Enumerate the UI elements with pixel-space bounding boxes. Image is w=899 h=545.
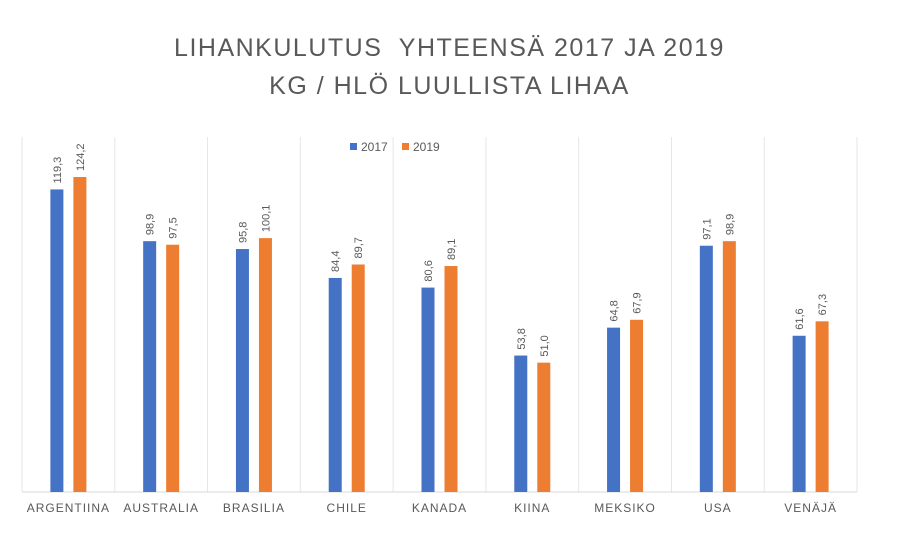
data-label: 67,3 xyxy=(817,294,829,315)
data-label: 84,4 xyxy=(330,251,342,272)
category-label: BRASILIA xyxy=(223,501,285,515)
legend-label: 2019 xyxy=(413,140,440,154)
bar-2019-venäjä xyxy=(815,321,829,492)
data-label: 89,1 xyxy=(446,239,458,260)
bar-2019-kiina xyxy=(537,362,551,492)
bar-2017-kiina xyxy=(514,355,528,492)
bar-2019-usa xyxy=(722,241,736,492)
bar-2017-argentiina xyxy=(50,189,64,492)
category-label: ARGENTIINA xyxy=(27,501,110,515)
bar-2017-australia xyxy=(143,241,157,492)
data-label: 64,8 xyxy=(609,300,621,321)
data-label: 95,8 xyxy=(237,222,249,243)
bars xyxy=(50,177,829,492)
bar-2019-kanada xyxy=(444,266,458,492)
chart-title: LIHANKULUTUS YHTEENSÄ 2017 JA 2019 xyxy=(174,34,725,62)
bar-2019-argentiina xyxy=(73,177,87,492)
category-separators xyxy=(21,137,858,492)
category-label: USA xyxy=(704,501,732,515)
data-label: 80,6 xyxy=(423,260,435,281)
category-label: KANADA xyxy=(412,501,467,515)
bar-2017-meksiko xyxy=(607,327,621,492)
data-label: 97,5 xyxy=(168,217,180,238)
category-label: MEKSIKO xyxy=(594,501,656,515)
data-label: 67,9 xyxy=(632,292,644,313)
data-label: 61,6 xyxy=(794,308,806,329)
bar-2017-venäjä xyxy=(792,335,806,492)
category-labels: ARGENTIINA AUSTRALIA BRASILIA CHILE KANADA KI… xyxy=(27,501,837,515)
data-label: 53,8 xyxy=(516,328,528,349)
legend-swatch xyxy=(350,143,357,150)
category-label: CHILE xyxy=(327,501,367,515)
data-label: 124,2 xyxy=(75,143,87,171)
chart-subtitle: KG / HLÖ LUULLISTA LIHAA xyxy=(269,72,630,100)
legend-label: 2017 xyxy=(361,140,388,154)
bar-2019-chile xyxy=(351,264,365,492)
data-label: 97,1 xyxy=(701,218,713,239)
data-label: 119,3 xyxy=(52,157,64,184)
bar-2017-brasilia xyxy=(235,249,249,492)
legend-swatch xyxy=(402,143,409,150)
bar-2017-kanada xyxy=(421,287,435,492)
data-label: 89,7 xyxy=(353,237,365,258)
category-label: VENÄJÄ xyxy=(784,501,837,515)
data-label: 100,1 xyxy=(260,205,272,233)
data-label: 98,9 xyxy=(724,214,736,235)
bar-2017-usa xyxy=(699,245,713,492)
bar-2017-chile xyxy=(328,277,342,492)
data-labels: 119,3 124,2 98,9 97,5 95,8 100,1 84,4 89,7 80,6 8… xyxy=(52,143,829,356)
category-label: KIINA xyxy=(514,501,550,515)
bar-2019-brasilia xyxy=(258,238,272,492)
category-label: AUSTRALIA xyxy=(123,501,199,515)
bar-2019-meksiko xyxy=(630,319,644,492)
legend: 2017 2019 xyxy=(350,140,440,154)
data-label: 98,9 xyxy=(145,214,157,235)
bar-2019-australia xyxy=(166,244,180,492)
data-label: 51,0 xyxy=(539,335,551,356)
